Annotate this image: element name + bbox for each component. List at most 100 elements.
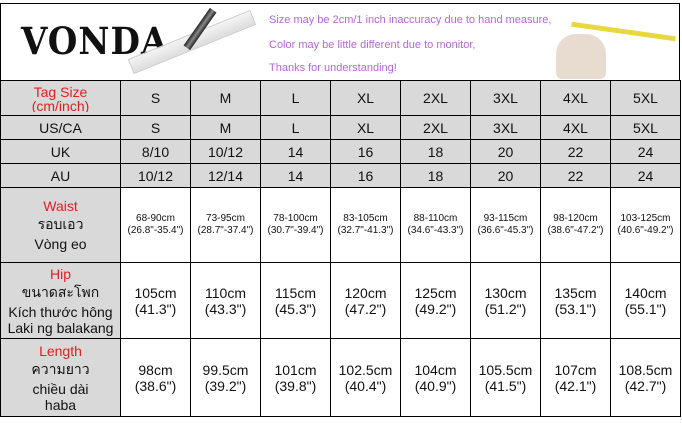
size-value: 12/14 (207, 167, 244, 184)
size-value: 10/12 (137, 167, 174, 184)
measure-inch: (55.1") (624, 300, 667, 317)
value-cell: XL (330, 115, 401, 140)
measure-inch: (38.6"-47.2") (547, 225, 604, 236)
measure-translation: chiều dài (32, 380, 89, 397)
measure-cell: 78-100cm (30.7"-39.4") (260, 187, 331, 263)
measure-cell: 108.5cm (42.7") (610, 338, 681, 417)
measure-cm: 68-90cm (136, 213, 175, 224)
measure-cm: 135cm (554, 284, 597, 301)
size-header-cell: L (260, 80, 331, 116)
measure-inch: (49.2") (414, 300, 457, 317)
size-label: XL (356, 90, 375, 106)
measure-cm: 107cm (554, 361, 597, 378)
size-header-cell: M (190, 80, 261, 116)
value-cell: 14 (260, 163, 331, 188)
size-label: 5XL (633, 90, 658, 106)
measure-cm: 115cm (275, 284, 316, 301)
value-cell: 24 (610, 139, 681, 164)
row-label-cell: US/CA (0, 115, 121, 140)
size-header-cell: 3XL (470, 80, 541, 116)
table-row: AU 10/12 12/14 14 16 18 20 22 24 (0, 163, 681, 188)
value-cell: 16 (330, 163, 401, 188)
measure-translation: Laki ng balakang (7, 319, 114, 336)
size-value: XL (356, 119, 375, 136)
value-cell: 22 (540, 163, 611, 188)
measure-inch: (43.3") (204, 300, 247, 317)
measure-inch: (26.8"-35.4") (127, 225, 184, 236)
size-value: 8/10 (141, 143, 170, 160)
measure-inch: (40.4") (344, 377, 387, 394)
value-cell: 20 (470, 163, 541, 188)
measure-cm: 103-125cm (620, 213, 671, 224)
table-row: US/CA S M L XL 2XL 3XL 4XL 5XL (0, 115, 681, 140)
size-header-cell: 2XL (400, 80, 471, 116)
size-value: 18 (427, 167, 444, 184)
measure-cm: 101cm (274, 361, 317, 378)
measure-inch: (32.7"-41.3") (337, 225, 394, 236)
measure-translation: รอบเอว (37, 216, 84, 232)
measure-inch: (45.3") (274, 300, 317, 317)
size-value: 22 (567, 143, 584, 160)
measure-cm: 78-100cm (273, 213, 318, 224)
value-cell: 4XL (540, 115, 611, 140)
measure-inch: (42.1") (554, 377, 597, 394)
size-value: M (219, 119, 232, 136)
measure-cm: 93-115cm (483, 213, 528, 224)
measure-cm: 125cm (414, 284, 457, 301)
value-cell: 22 (540, 139, 611, 164)
size-value: 4XL (563, 119, 588, 136)
measure-inch: (53.1") (554, 300, 597, 317)
measure-cell: 104cm (40.9") (400, 338, 471, 417)
value-cell: 18 (400, 163, 471, 188)
measure-inch: (41.3") (134, 300, 177, 317)
value-cell: 20 (470, 139, 541, 164)
size-header-cell: S (120, 80, 191, 116)
row-label: US/CA (39, 119, 82, 136)
note-size: Size may be 2cm/1 inch inaccuracy due to… (269, 14, 552, 26)
measure-cell: 125cm (49.2") (400, 262, 471, 339)
value-cell: L (260, 115, 331, 140)
measure-inch: (42.7") (624, 377, 667, 394)
value-cell: 24 (610, 163, 681, 188)
measure-cell: 110cm (43.3") (190, 262, 261, 339)
measure-cm: 102.5cm (338, 361, 393, 378)
measure-cell: 102.5cm (40.4") (330, 338, 401, 417)
size-label: 3XL (493, 90, 518, 106)
measure-cell: 105.5cm (41.5") (470, 338, 541, 417)
measure-cm: 140cm (624, 284, 667, 301)
measure-cell: 130cm (51.2") (470, 262, 541, 339)
value-cell: 10/12 (190, 139, 261, 164)
measure-cell: 107cm (42.1") (540, 338, 611, 417)
measure-cm: 99.5cm (202, 361, 249, 378)
measure-inch: (28.7"-37.4") (197, 225, 254, 236)
size-value: 5XL (633, 119, 658, 136)
measure-cm: 120cm (344, 284, 387, 301)
size-value: 16 (357, 167, 374, 184)
measure-cm: 130cm (484, 284, 527, 301)
note-color: Color may be little different due to mon… (269, 39, 476, 51)
note-thanks: Thanks for understanding! (269, 62, 397, 74)
size-value: 18 (427, 143, 444, 160)
size-header-cell: 4XL (540, 80, 611, 116)
measure-cm: 83-105cm (343, 213, 388, 224)
size-label: 4XL (563, 90, 588, 106)
size-value: L (291, 119, 300, 136)
value-cell: S (120, 115, 191, 140)
measure-label: Hip (49, 265, 71, 282)
measure-cm: 105.5cm (478, 361, 533, 378)
measure-label: Waist (43, 198, 78, 214)
measure-row: Length ความยาว chiều dài haba 98cm (38.6") 99.… (0, 338, 681, 417)
measure-cm: 110cm (205, 284, 246, 301)
measure-cell: 88-110cm (34.6"-43.3") (400, 187, 471, 263)
size-value: 14 (287, 167, 304, 184)
measure-cell: 115cm (45.3") (260, 262, 331, 339)
size-value: 20 (497, 143, 514, 160)
size-value: 24 (637, 167, 654, 184)
measure-cm: 104cm (414, 361, 457, 378)
measure-cm: 73-95cm (206, 213, 245, 224)
size-chart: Tag Size (cm/inch) S M L XL 2XL 3XL 4XL 5XL US/CA S… (0, 80, 681, 417)
size-value: 2XL (423, 119, 448, 136)
measure-cell: 93-115cm (36.6"-45.3") (470, 187, 541, 263)
measure-translation: Vòng eo (34, 236, 87, 252)
measure-translation: Kích thước hông (8, 303, 113, 320)
